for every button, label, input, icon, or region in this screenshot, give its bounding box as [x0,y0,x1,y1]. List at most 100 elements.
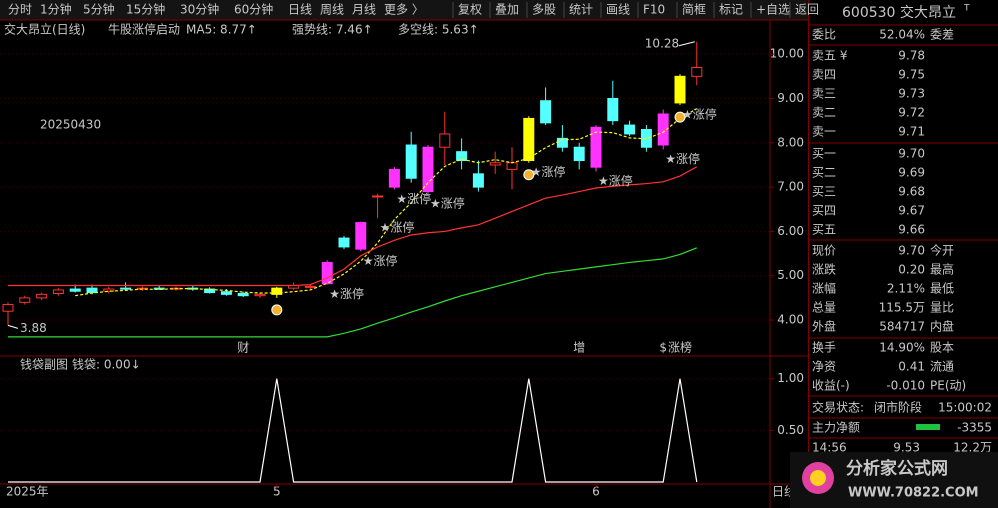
tool-button[interactable]: 叠加 [495,3,519,17]
y-tick-label: 8.00 [777,135,804,149]
fin-label: 流通 [930,360,954,374]
tick-time: 14:56 [812,441,847,455]
bid-label: 买二 [812,166,836,180]
watermark-title: 分析家公式网 [846,458,948,479]
bid-label: 买三 [812,185,836,199]
bid-price: 9.66 [898,223,925,237]
indicator-name: 牛股涨停启动 [108,22,180,37]
legend-entry: 强势线: 7.46↑ [292,23,373,37]
tool-button[interactable]: 简框 [682,3,706,17]
limit-up-signal: ★涨停 [329,286,364,301]
stat-label: 涨幅 [812,281,836,296]
event-marker: 增 [573,341,585,355]
stat-label: 今开 [930,243,954,258]
period-tab[interactable]: 60分钟 [234,2,273,17]
indicator-line [8,166,698,287]
candle-body [540,100,552,124]
period-tab[interactable]: 月线 [352,3,376,17]
candle-body [187,287,199,290]
min-arrow [7,324,19,329]
watermark-url: WWW.70822.COM [848,486,979,501]
candle-body [220,291,232,295]
watermark-logo [810,470,826,486]
stat-label: 现价 [812,244,836,258]
tool-button[interactable]: 统计 [569,3,593,17]
candle-body [439,133,451,148]
fin-value: 0.41 [898,360,925,374]
tick-volume: 12.2万 [953,441,992,455]
coin-icon [523,169,535,181]
bid-label: 买五 [812,223,836,237]
tool-button[interactable]: 多股 [532,3,556,17]
row-label: 委比 [812,28,836,42]
candle-body [506,162,518,170]
stock-name: 交大昂立 [900,4,956,21]
period-tab[interactable]: 分时 [8,3,32,17]
candle-body [2,304,14,312]
stock-title: 交大昂立(日线) [4,22,85,37]
limit-up-signal: ★涨停 [430,195,465,210]
ask-label: 卖四 [812,68,836,82]
limit-up-signal: ★涨停 [665,151,700,166]
sub-indicator-name: 钱袋副图 [20,357,68,372]
tool-button[interactable]: 画线 [606,3,630,17]
y-tick-label: 0.50 [777,423,804,437]
candle-body [321,261,333,285]
limit-up-signal: ★涨停 [396,191,431,206]
candle-body [153,287,165,290]
indicator-line [8,378,698,483]
fin-label: 换手 [812,341,836,355]
ask-price: 9.71 [898,125,925,139]
fin-label: 股本 [930,341,954,355]
sub-indicator-value: 钱袋: 0.00↓ [72,357,141,372]
fin-value: 14.90% [879,341,925,355]
candle-body [657,113,669,146]
period-tab[interactable]: 15分钟 [126,2,165,17]
y-tick-label: 6.00 [777,224,804,238]
period-tab[interactable]: 5分钟 [83,2,115,17]
stat-value: 2.11% [887,282,925,296]
max-arrow [678,41,695,47]
stat-label: 外盘 [812,319,836,334]
bid-label: 买四 [812,204,836,218]
stat-label: 量比 [930,301,954,315]
bid-price: 9.69 [898,166,925,180]
fin-label: 收益(-) [812,379,850,393]
date-note: 20250430 [40,118,101,132]
candle-body [204,288,216,294]
fin-label: 净资 [812,360,836,374]
stock-code: 600530 [842,5,895,21]
ask-label: 卖五 ¥ [812,49,848,63]
period-tab[interactable]: 周线 [320,3,344,17]
candle-body [86,287,98,294]
candle-body [590,126,602,168]
candle-body [556,137,568,148]
ask-price: 9.78 [898,49,925,63]
candle-body [103,288,115,292]
tool-button[interactable]: +自选 [756,3,790,17]
period-tab[interactable]: 更多 〉 [384,3,424,17]
candle-body [237,292,249,297]
y-tick-label: 1.00 [777,371,804,385]
tool-button[interactable]: 标记 [719,3,743,17]
period-tab[interactable]: 30分钟 [180,2,219,17]
candle-body [372,195,384,198]
tool-button[interactable]: 复权 [458,3,482,17]
tool-button[interactable]: 返回 [795,3,819,17]
candle-body [36,293,48,299]
stat-value: 584717 [879,320,925,334]
ask-price: 9.72 [898,106,925,120]
fin-label: PE(动) [930,379,966,393]
candle-body [304,285,316,288]
candle-body [472,173,484,188]
bid-price: 9.70 [898,147,925,161]
ask-label: 卖一 [812,125,836,139]
status-time: 15:00:02 [938,401,992,415]
period-tab[interactable]: 日线 [288,3,312,17]
y-tick-label: 10.00 [770,47,804,61]
candle-body [388,168,400,188]
tool-button[interactable]: F10 [643,3,665,17]
period-tab[interactable]: 1分钟 [40,2,72,17]
ask-label: 卖三 [812,87,836,101]
